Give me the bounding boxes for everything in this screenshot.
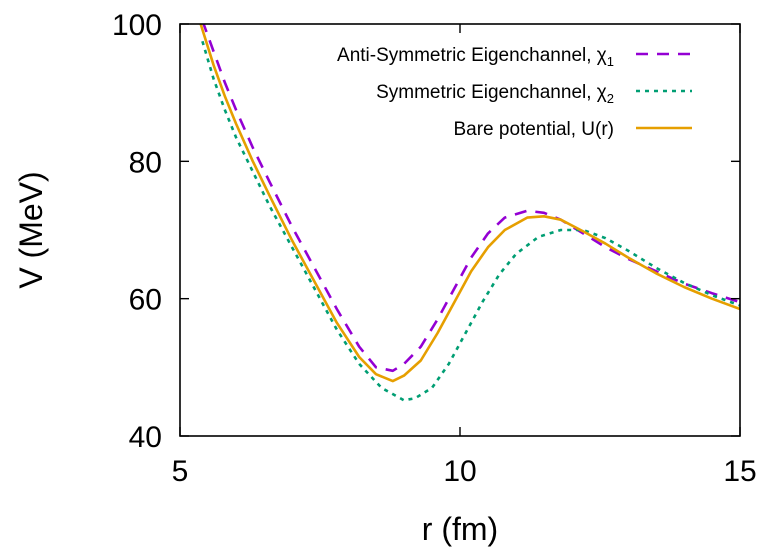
y-tick-label: 60 xyxy=(129,284,162,317)
legend-entry-label: Anti-Symmetric Eigenchannel, χ1 xyxy=(337,45,614,69)
series-line-1 xyxy=(202,24,740,373)
series-layer xyxy=(199,24,740,402)
y-tick-label: 100 xyxy=(112,9,162,42)
x-axis-label: r (fm) xyxy=(422,511,498,547)
x-tick-label: 5 xyxy=(172,455,189,488)
y-tick-label: 80 xyxy=(129,146,162,179)
ticks-layer: 5 10 15 40 60 80 100 xyxy=(112,9,757,488)
legend: Anti-Symmetric Eigenchannel, χ1 Symmetric… xyxy=(337,45,692,140)
legend-entry-label: Symmetric Eigenchannel, χ2 xyxy=(376,82,614,106)
x-tick-label: 10 xyxy=(443,455,476,488)
series-line-3 xyxy=(199,24,740,383)
y-tick-label: 40 xyxy=(129,421,162,454)
legend-entry-label: Bare potential, U(r) xyxy=(453,119,614,140)
x-tick-label: 15 xyxy=(723,455,756,488)
y-axis-label: V (MeV) xyxy=(13,171,49,288)
